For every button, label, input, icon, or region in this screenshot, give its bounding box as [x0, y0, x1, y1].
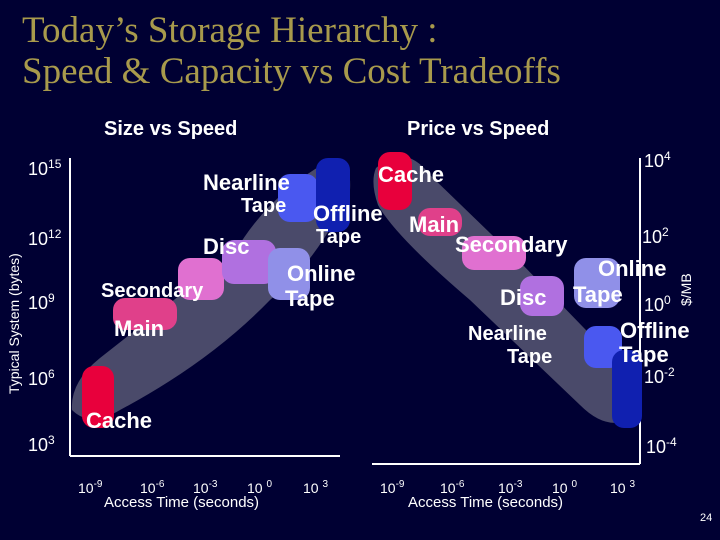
- left-x-tick: 10-6: [140, 479, 165, 496]
- right-y-axis-label: $/MB: [678, 273, 694, 306]
- left-label-cache: Cache: [86, 408, 153, 433]
- left-y-tick: 1015: [28, 157, 62, 179]
- left-label-online: Online: [287, 261, 356, 286]
- left-label-disc: Disc: [203, 234, 250, 259]
- right-y-tick: 102: [642, 225, 669, 247]
- left-x-tick: 10-9: [78, 479, 103, 496]
- left-secondary-block: [178, 258, 224, 300]
- left-y-tick: 109: [28, 291, 55, 313]
- page-number: 24: [700, 512, 713, 524]
- right-disc-block: [520, 276, 564, 316]
- right-offline-tape-block: [612, 350, 642, 428]
- right-x-tick: 10-3: [498, 479, 523, 496]
- right-panel-subtitle: Price vs Speed: [407, 118, 550, 140]
- right-label-offline-tape: Tape: [619, 342, 669, 367]
- right-label-nearline: Nearline: [468, 323, 547, 345]
- right-label-main: Main: [409, 212, 460, 237]
- right-online-tape-block: [574, 258, 620, 308]
- left-cache-block: [82, 366, 114, 428]
- left-offline-tape-block: [316, 158, 350, 232]
- left-label-secondary: Secondary: [101, 280, 204, 302]
- right-x-tick: 10 0: [552, 479, 578, 496]
- right-main-block: [418, 208, 462, 236]
- left-main-block: [113, 298, 177, 330]
- right-label-offline: Offline: [620, 318, 690, 343]
- slide-title: Today’s Storage Hierarchy : Speed & Capa…: [22, 10, 561, 92]
- left-y-axis-label: Typical System (bytes): [6, 253, 22, 394]
- left-label-online-tape: Tape: [285, 286, 335, 311]
- right-x-tick: 10 3: [610, 479, 636, 496]
- left-label-nearline: Nearline: [203, 170, 290, 195]
- right-x-axis-label: Access Time (seconds): [408, 494, 564, 511]
- left-y-tick: 103: [28, 433, 55, 455]
- right-cache-block: [378, 152, 412, 210]
- right-label-online-tape: Tape: [573, 282, 623, 307]
- right-x-tick: 10-9: [380, 479, 405, 496]
- right-y-tick: 10-4: [646, 435, 677, 457]
- right-label-cache: Cache: [378, 162, 445, 187]
- left-x-tick: 10-3: [193, 479, 218, 496]
- right-secondary-block: [462, 236, 526, 270]
- left-online-tape-block: [268, 248, 310, 300]
- right-label-online: Online: [598, 256, 667, 281]
- left-x-tick: 10 3: [303, 479, 329, 496]
- right-y-tick: 100: [644, 293, 671, 315]
- right-y-tick: 10-2: [644, 365, 675, 387]
- right-label-nearline-tape: Tape: [507, 346, 553, 368]
- left-label-main: Main: [114, 316, 165, 341]
- left-label-nearline-tape: Tape: [241, 195, 287, 217]
- title-line-1: Today’s Storage Hierarchy :: [22, 10, 438, 51]
- left-label-offline: Offline: [313, 201, 383, 226]
- left-label-offline-tape: Tape: [316, 226, 362, 248]
- left-y-tick: 106: [28, 367, 55, 389]
- left-x-tick: 10 0: [247, 479, 273, 496]
- left-x-axis-label: Access Time (seconds): [104, 494, 260, 511]
- title-line-2: Speed & Capacity vs Cost Tradeoffs: [22, 51, 561, 92]
- right-y-tick: 104: [644, 149, 671, 171]
- left-nearline-tape-block: [278, 174, 318, 222]
- right-x-tick: 10-6: [440, 479, 465, 496]
- right-label-disc: Disc: [500, 285, 547, 310]
- right-label-secondary: Secondary: [455, 232, 568, 257]
- right-nearline-tape-block: [584, 326, 622, 368]
- left-panel-subtitle: Size vs Speed: [104, 118, 238, 140]
- left-disc-block: [222, 240, 276, 284]
- left-y-tick: 1012: [28, 227, 62, 249]
